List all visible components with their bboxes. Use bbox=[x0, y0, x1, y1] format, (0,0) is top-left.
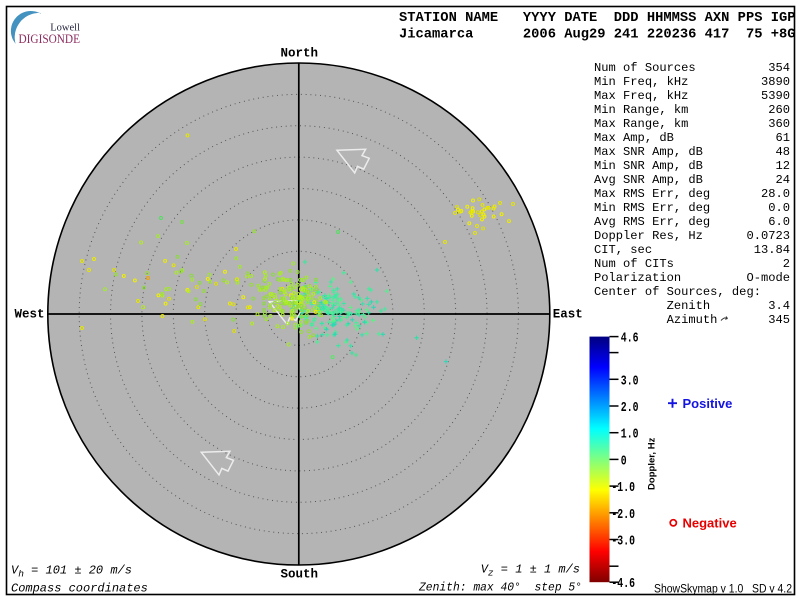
svg-text:-3.0: -3.0 bbox=[611, 535, 635, 550]
svg-text:Azimuth 345: Azimuth 345 bbox=[594, 313, 790, 327]
svg-text:Compass coordinates: Compass coordinates bbox=[11, 582, 148, 596]
svg-text:Avg SNR Amp, dB 24: Avg SNR Amp, dB 24 bbox=[594, 173, 790, 187]
svg-text:2.0: 2.0 bbox=[621, 401, 639, 416]
svg-text:Zenith 3.4: Zenith 3.4 bbox=[594, 299, 790, 313]
svg-text:-1.0: -1.0 bbox=[611, 481, 635, 496]
svg-text:Doppler, Hz: Doppler, Hz bbox=[647, 437, 658, 490]
svg-text:West: West bbox=[14, 308, 44, 322]
svg-text:-2.0: -2.0 bbox=[611, 508, 635, 523]
svg-text:4.6: 4.6 bbox=[621, 332, 639, 347]
svg-text:Num of CITs 2: Num of CITs 2 bbox=[594, 257, 790, 271]
svg-text:Center of Sources, deg:: Center of Sources, deg: bbox=[594, 285, 790, 299]
svg-text:East: East bbox=[553, 308, 583, 322]
svg-text:Max SNR Amp, dB 48: Max SNR Amp, dB 48 bbox=[594, 145, 790, 159]
svg-text:Max Range, km 360: Max Range, km 360 bbox=[594, 117, 790, 131]
svg-text:Max Freq, kHz 5390: Max Freq, kHz 5390 bbox=[594, 89, 790, 103]
svg-text:Polarization O-mode: Polarization O-mode bbox=[594, 271, 790, 285]
svg-text:Min Freq, kHz 3890: Min Freq, kHz 3890 bbox=[594, 75, 790, 89]
svg-text:0: 0 bbox=[621, 454, 627, 469]
svg-text:Min SNR Amp, dB 12: Min SNR Amp, dB 12 bbox=[594, 159, 790, 173]
svg-text:Max RMS Err, deg 28.0: Max RMS Err, deg 28.0 bbox=[594, 187, 790, 201]
svg-text:3.0: 3.0 bbox=[621, 374, 639, 389]
svg-text:Vz = 1 ± 1 m/s: Vz = 1 ± 1 m/s bbox=[481, 563, 580, 579]
svg-text:Max Amp, dB 61: Max Amp, dB 61 bbox=[594, 131, 790, 145]
svg-text:Jicamarca 2006 Aug29 241: Jicamarca 2006 Aug29 241 220236 417 75 +… bbox=[399, 27, 796, 43]
svg-text:1.0: 1.0 bbox=[621, 428, 639, 443]
svg-text:STATION NAME YYYY DATE DDD: STATION NAME YYYY DATE DDD HHMMSS AXN PP… bbox=[399, 10, 796, 26]
svg-text:Positive: Positive bbox=[683, 396, 733, 411]
svg-text:Doppler Res, Hz 0.0723: Doppler Res, Hz 0.0723 bbox=[594, 229, 790, 243]
svg-text:North: North bbox=[281, 47, 319, 61]
svg-text:Min Range, km 260: Min Range, km 260 bbox=[594, 103, 790, 117]
svg-text:Lowell: Lowell bbox=[50, 23, 80, 34]
svg-text:DIGISONDE: DIGISONDE bbox=[19, 32, 81, 46]
svg-text:-4.6: -4.6 bbox=[611, 577, 635, 592]
svg-text:Vh = 101 ± 20 m/s: Vh = 101 ± 20 m/s bbox=[11, 563, 132, 579]
svg-text:ShowSkymap v 1.0 SD v 4.2: ShowSkymap v 1.0 SD v 4.2 bbox=[654, 584, 792, 596]
svg-text:Avg RMS Err, deg 6.0: Avg RMS Err, deg 6.0 bbox=[594, 215, 790, 229]
svg-text:South: South bbox=[281, 568, 319, 582]
svg-text:Negative: Negative bbox=[683, 516, 737, 531]
svg-text:CIT, sec 13.84: CIT, sec 13.84 bbox=[594, 243, 790, 257]
svg-text:Num of Sources 354: Num of Sources 354 bbox=[594, 61, 790, 75]
svg-text:Min RMS Err, deg 0.0: Min RMS Err, deg 0.0 bbox=[594, 201, 790, 215]
svg-text:Zenith: max 40° step 5°: Zenith: max 40° step 5° bbox=[418, 581, 582, 595]
